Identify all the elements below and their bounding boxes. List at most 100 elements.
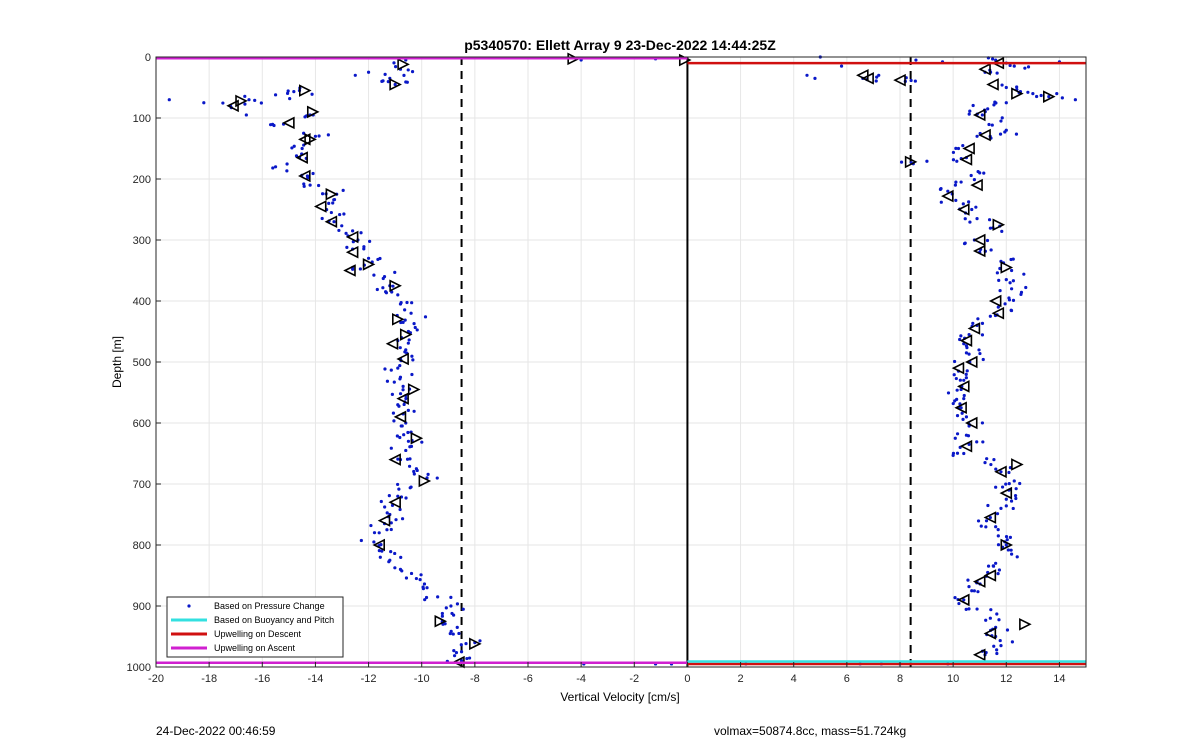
data-point bbox=[342, 212, 346, 216]
data-point bbox=[407, 464, 412, 468]
data-point bbox=[403, 350, 407, 354]
data-point bbox=[1004, 101, 1008, 105]
data-point bbox=[980, 321, 985, 325]
data-point bbox=[415, 468, 419, 473]
data-point bbox=[960, 411, 964, 415]
data-point bbox=[968, 109, 972, 113]
data-point bbox=[403, 308, 407, 312]
data-point bbox=[461, 607, 465, 611]
data-point bbox=[957, 601, 961, 606]
data-point bbox=[994, 467, 998, 471]
data-point bbox=[951, 150, 956, 155]
data-point bbox=[972, 589, 976, 593]
data-point bbox=[976, 519, 981, 523]
data-point bbox=[457, 631, 461, 636]
triangle-marker bbox=[972, 575, 986, 588]
data-point bbox=[988, 515, 992, 520]
data-point bbox=[413, 325, 417, 330]
x-tick-label: -4 bbox=[576, 673, 586, 685]
data-point bbox=[939, 187, 943, 191]
data-point bbox=[1011, 279, 1015, 283]
data-point bbox=[409, 444, 414, 448]
triangle-marker bbox=[407, 383, 421, 396]
data-point bbox=[389, 550, 393, 554]
data-point bbox=[404, 448, 408, 453]
data-point bbox=[389, 527, 393, 532]
data-point bbox=[394, 518, 398, 522]
data-point bbox=[419, 573, 423, 577]
y-tick-label: 0 bbox=[145, 52, 151, 64]
data-point bbox=[925, 159, 929, 163]
triangle-marker bbox=[1019, 618, 1032, 631]
triangle-marker bbox=[389, 78, 402, 91]
data-point bbox=[311, 171, 315, 176]
data-point bbox=[378, 555, 382, 559]
data-point bbox=[294, 154, 299, 158]
data-point bbox=[1007, 470, 1011, 475]
triangle-marker bbox=[313, 200, 327, 213]
data-point bbox=[978, 351, 982, 356]
data-point bbox=[426, 472, 430, 476]
data-point bbox=[406, 439, 411, 443]
data-point bbox=[308, 183, 312, 187]
triangle-marker bbox=[962, 142, 975, 155]
footer-timestamp: 24-Dec-2022 00:46:59 bbox=[156, 724, 276, 738]
data-point bbox=[1009, 548, 1013, 552]
data-point bbox=[406, 341, 410, 345]
data-point bbox=[1026, 65, 1031, 69]
data-point bbox=[986, 503, 990, 508]
data-point bbox=[407, 338, 411, 342]
data-point bbox=[444, 606, 448, 610]
data-point bbox=[372, 273, 376, 277]
y-tick-label: 1000 bbox=[127, 662, 151, 674]
data-point bbox=[399, 424, 403, 428]
data-point bbox=[396, 494, 400, 498]
data-point bbox=[400, 517, 405, 521]
x-tick-label: 14 bbox=[1053, 673, 1065, 685]
triangle-marker bbox=[994, 465, 1007, 479]
data-point bbox=[998, 638, 1002, 643]
triangle-marker bbox=[964, 416, 978, 430]
triangle-marker bbox=[972, 244, 986, 258]
data-point bbox=[966, 434, 971, 438]
data-point bbox=[963, 217, 967, 221]
data-point bbox=[999, 506, 1003, 510]
data-point bbox=[410, 70, 415, 74]
data-point bbox=[253, 98, 257, 103]
data-point bbox=[951, 158, 956, 162]
data-point bbox=[303, 115, 307, 119]
data-point bbox=[1010, 552, 1014, 556]
x-tick-label: -12 bbox=[361, 673, 377, 685]
data-point bbox=[375, 287, 379, 292]
data-point bbox=[1005, 538, 1009, 542]
axes: -20 -18 -16 -14 -12 -10 -8 -6 -4 -2 0 2 4 6 8 10 12 14010… bbox=[127, 52, 1087, 685]
data-point bbox=[967, 200, 971, 204]
data-point bbox=[988, 226, 992, 230]
data-point bbox=[972, 178, 976, 182]
data-point bbox=[997, 278, 1001, 282]
triangle-marker bbox=[861, 72, 874, 85]
x-tick-label: -2 bbox=[629, 673, 639, 685]
triangle-marker bbox=[410, 431, 424, 445]
data-point bbox=[968, 220, 972, 224]
triangle-marker bbox=[388, 496, 401, 509]
data-point bbox=[467, 656, 472, 660]
data-point bbox=[259, 101, 263, 105]
data-point bbox=[955, 451, 960, 455]
data-point bbox=[359, 231, 363, 235]
data-point bbox=[954, 180, 958, 184]
data-point bbox=[383, 72, 387, 76]
data-point bbox=[961, 144, 965, 148]
data-point bbox=[292, 144, 296, 148]
data-point bbox=[1000, 485, 1005, 489]
data-point bbox=[451, 632, 455, 636]
data-point bbox=[449, 604, 453, 608]
data-point bbox=[272, 123, 276, 128]
triangle-marker bbox=[978, 62, 991, 76]
data-point bbox=[392, 61, 396, 65]
data-point bbox=[1005, 628, 1010, 632]
grid bbox=[155, 56, 1086, 668]
data-point bbox=[952, 373, 956, 377]
data-point bbox=[954, 198, 958, 202]
data-point bbox=[946, 391, 951, 395]
